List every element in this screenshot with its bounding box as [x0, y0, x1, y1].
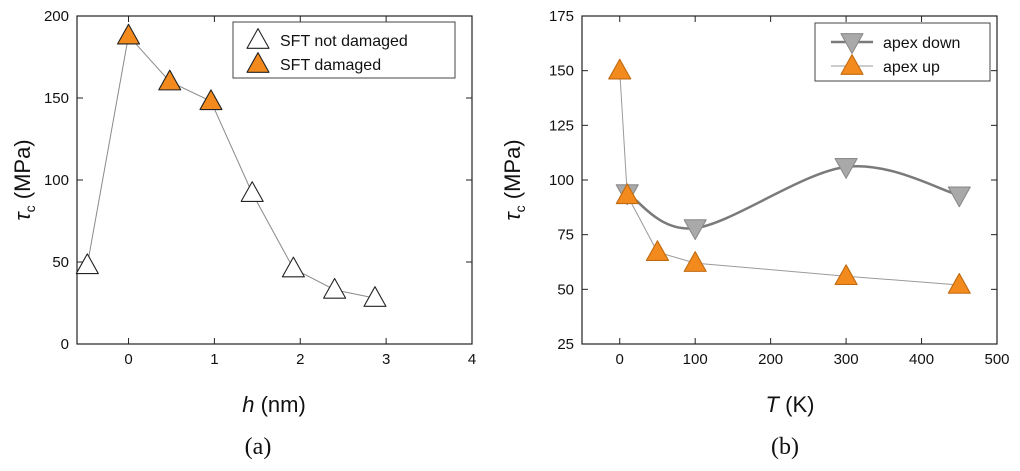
panel-b-point-apex-up — [608, 58, 632, 80]
panel-a-legend: SFT not damaged SFT damaged — [232, 21, 456, 79]
panel-b-lines — [619, 70, 960, 286]
panel-a-point-sft-damaged — [116, 23, 141, 45]
panel-a-point-sft-damaged — [199, 89, 223, 111]
panel-a-y-tick-label: 150 — [44, 90, 69, 107]
panel-b-point-apex-down — [834, 158, 858, 179]
panel-b-y-tick-label: 75 — [557, 227, 574, 244]
panel-a-ticks: 0 1 2 3 4 0 50 100 150 200 — [44, 8, 476, 368]
panel-b: 0 100 200 300 400 500 25 50 75 100 125 150 175 apex … — [500, 8, 1010, 460]
panel-b-point-apex-down — [947, 186, 971, 208]
panel-b-legend-label-apex-up: apex up — [883, 59, 940, 76]
panel-b-markers — [608, 58, 971, 294]
panel-b-ticks: 0 100 200 300 400 500 25 50 75 100 125 150 175 — [549, 8, 1010, 368]
panel-a-point-sft-not-damaged — [363, 286, 387, 307]
panel-b-point-apex-up — [645, 240, 670, 261]
panel-b-legend-marker-apex-up — [840, 54, 864, 75]
panel-a-point-sft-not-damaged — [75, 253, 99, 275]
panel-a-point-sft-damaged — [158, 69, 182, 91]
panel-b-x-tick-label: 300 — [834, 351, 859, 368]
panel-a-point-sft-not-damaged — [281, 256, 305, 278]
panel-b-caption: (b) — [771, 434, 799, 460]
panel-a-markers — [75, 23, 387, 307]
panel-a-caption: (a) — [245, 434, 272, 460]
panel-a-legend-box — [232, 21, 456, 79]
panel-a: 0 1 2 3 4 0 50 100 150 200 SFT not damaged SFT dam… — [10, 8, 476, 460]
panel-a-y-axis-label: τc (MPa) — [10, 139, 38, 220]
panel-a-y-tick-label: 0 — [61, 336, 69, 353]
panel-b-point-apex-up — [615, 183, 639, 205]
panel-b-x-tick-label: 400 — [909, 351, 934, 368]
panel-a-x-tick-label: 2 — [296, 351, 304, 368]
panel-b-point-apex-down — [683, 219, 707, 241]
panel-b-series-line-apex-up — [619, 70, 960, 286]
panel-b-x-tick-label: 500 — [984, 351, 1009, 368]
panel-b-y-tick-label: 50 — [557, 281, 574, 298]
panel-b-legend-label-apex-down: apex down — [883, 35, 960, 52]
panel-a-legend-label-sft-damaged: SFT damaged — [280, 57, 381, 74]
panel-b-y-tick-label: 175 — [549, 8, 574, 25]
panel-b-point-apex-up — [834, 264, 858, 286]
panel-a-x-tick-label: 1 — [210, 351, 218, 368]
panel-b-legend-marker-apex-down — [840, 33, 864, 54]
panel-b-x-tick-label: 200 — [758, 351, 783, 368]
panel-b-y-tick-label: 125 — [549, 117, 574, 134]
panel-b-y-tick-label: 25 — [557, 336, 574, 353]
panel-a-x-tick-label: 3 — [382, 351, 390, 368]
panel-a-point-sft-not-damaged — [323, 277, 347, 299]
panel-a-x-tick-label: 4 — [468, 351, 476, 368]
panel-a-y-tick-label: 100 — [44, 172, 69, 189]
panel-b-y-axis-label: τc (MPa) — [500, 139, 528, 220]
panel-b-x-tick-label: 100 — [683, 351, 708, 368]
panel-b-x-tick-label: 0 — [616, 351, 624, 368]
panel-b-y-tick-label: 100 — [549, 172, 574, 189]
panel-a-x-tick-label: 0 — [124, 351, 132, 368]
panel-a-legend-label-sft-not-damaged: SFT not damaged — [280, 33, 408, 50]
panel-a-legend-marker-sft-not-damaged — [246, 28, 270, 49]
panel-b-point-apex-up — [947, 273, 971, 294]
panel-b-x-axis-label: T (K) — [766, 392, 815, 417]
panel-b-y-tick-label: 150 — [549, 63, 574, 80]
panel-a-point-sft-not-damaged — [240, 181, 264, 202]
panel-b-point-apex-up — [683, 251, 707, 272]
panel-a-x-axis-label: h (nm) — [242, 392, 306, 417]
panel-a-y-tick-label: 200 — [44, 8, 69, 25]
panel-a-y-tick-label: 50 — [52, 254, 69, 271]
panel-a-legend-marker-sft-damaged — [246, 52, 270, 73]
panel-b-legend: apex down apex up — [814, 22, 991, 82]
panel-b-series-line-apex-down — [626, 164, 960, 230]
